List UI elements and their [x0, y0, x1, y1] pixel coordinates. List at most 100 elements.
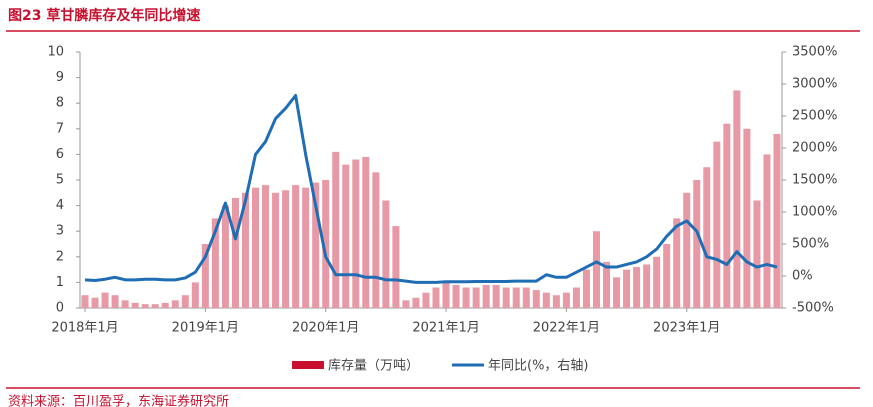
bar: [362, 156, 370, 308]
bar: [392, 226, 400, 308]
bar: [191, 282, 199, 308]
bar: [322, 180, 330, 308]
bar: [231, 197, 239, 308]
bar: [763, 154, 771, 308]
bar: [221, 205, 229, 308]
bar: [703, 167, 711, 308]
bar: [743, 128, 751, 308]
bar: [91, 297, 99, 308]
bar: [302, 187, 310, 308]
bar: [733, 90, 741, 309]
source: 资料来源：百川盈孚，东海证券研究所: [8, 394, 229, 407]
bar: [151, 304, 159, 308]
y2-tick-label: 500%: [792, 237, 829, 252]
y-tick-label: 9: [56, 70, 64, 85]
bar: [332, 151, 340, 308]
y2-tick-label: 3000%: [792, 77, 837, 92]
y-tick-label: 6: [56, 147, 64, 162]
bar: [171, 300, 179, 308]
bar: [312, 182, 320, 308]
bar: [462, 287, 470, 308]
y2-tick-label: -500%: [792, 301, 834, 316]
y2-tick-label: 1000%: [792, 205, 837, 220]
bar: [613, 277, 621, 308]
y-tick-label: 2: [56, 249, 64, 264]
bar: [442, 282, 450, 308]
bar: [562, 292, 570, 308]
bar: [472, 287, 480, 308]
bar: [402, 300, 410, 308]
bar: [773, 133, 781, 308]
bar: [582, 269, 590, 308]
bar: [352, 159, 360, 308]
y-tick-label: 3: [56, 224, 64, 239]
bar: [121, 300, 129, 308]
bar: [211, 218, 219, 308]
bar: [673, 218, 681, 308]
bar: [663, 244, 671, 308]
bar: [552, 295, 560, 308]
bar: [532, 290, 540, 308]
bar: [412, 297, 420, 308]
bar: [643, 264, 651, 308]
bar: [512, 287, 520, 308]
bar: [522, 287, 530, 308]
y-tick-label: 4: [56, 198, 64, 213]
bar: [452, 284, 460, 308]
bar: [101, 292, 109, 308]
chart-title: 图23 草甘膦库存及年同比增速: [8, 7, 200, 24]
bar: [633, 267, 641, 308]
bar: [713, 141, 721, 308]
bar: [693, 180, 701, 308]
bar: [683, 192, 691, 308]
bar: [81, 295, 89, 308]
legend-label: 库存量（万吨）: [328, 358, 419, 374]
bar: [201, 244, 209, 308]
bar: [292, 185, 300, 308]
bar: [181, 295, 189, 308]
y2-tick-label: 1500%: [792, 173, 837, 188]
bar: [251, 187, 260, 308]
bar: [262, 185, 270, 308]
bar: [482, 284, 490, 308]
x-tick-label: 2023年1月: [653, 321, 720, 336]
bar: [382, 200, 390, 308]
bar: [372, 172, 380, 308]
x-tick-label: 2021年1月: [412, 321, 479, 336]
bar: [653, 256, 661, 308]
y-tick-label: 10: [47, 45, 64, 60]
bar: [592, 231, 600, 308]
bar: [542, 292, 550, 308]
bar: [432, 287, 440, 308]
y2-tick-label: 3500%: [792, 45, 837, 60]
y-tick-label: 8: [56, 96, 64, 111]
bar: [753, 200, 761, 308]
y-tick-label: 5: [56, 173, 64, 188]
bar: [141, 304, 149, 308]
bar: [111, 295, 119, 308]
bar: [572, 287, 580, 308]
bar: [502, 287, 510, 308]
legend-label: 年同比(%，右轴): [488, 359, 589, 374]
y2-tick-label: 2000%: [792, 141, 837, 156]
y-tick-label: 1: [56, 275, 64, 290]
bar: [602, 261, 611, 308]
bar: [492, 284, 500, 308]
bar: [342, 164, 350, 308]
line: [84, 94, 778, 284]
y-tick-label: 0: [56, 301, 64, 316]
y2-tick-label: 0%: [792, 269, 813, 284]
y2-tick-label: 2500%: [792, 109, 837, 124]
bar: [272, 192, 280, 308]
x-tick-label: 2019年1月: [172, 321, 239, 336]
bar: [723, 123, 731, 309]
bar: [623, 269, 631, 308]
x-tick-label: 2020年1月: [292, 321, 359, 336]
legend-swatch: [292, 361, 324, 369]
bar: [241, 192, 249, 308]
bar: [161, 302, 169, 308]
x-tick-label: 2018年1月: [51, 321, 118, 336]
bar: [422, 292, 430, 308]
y-tick-label: 7: [56, 121, 64, 136]
